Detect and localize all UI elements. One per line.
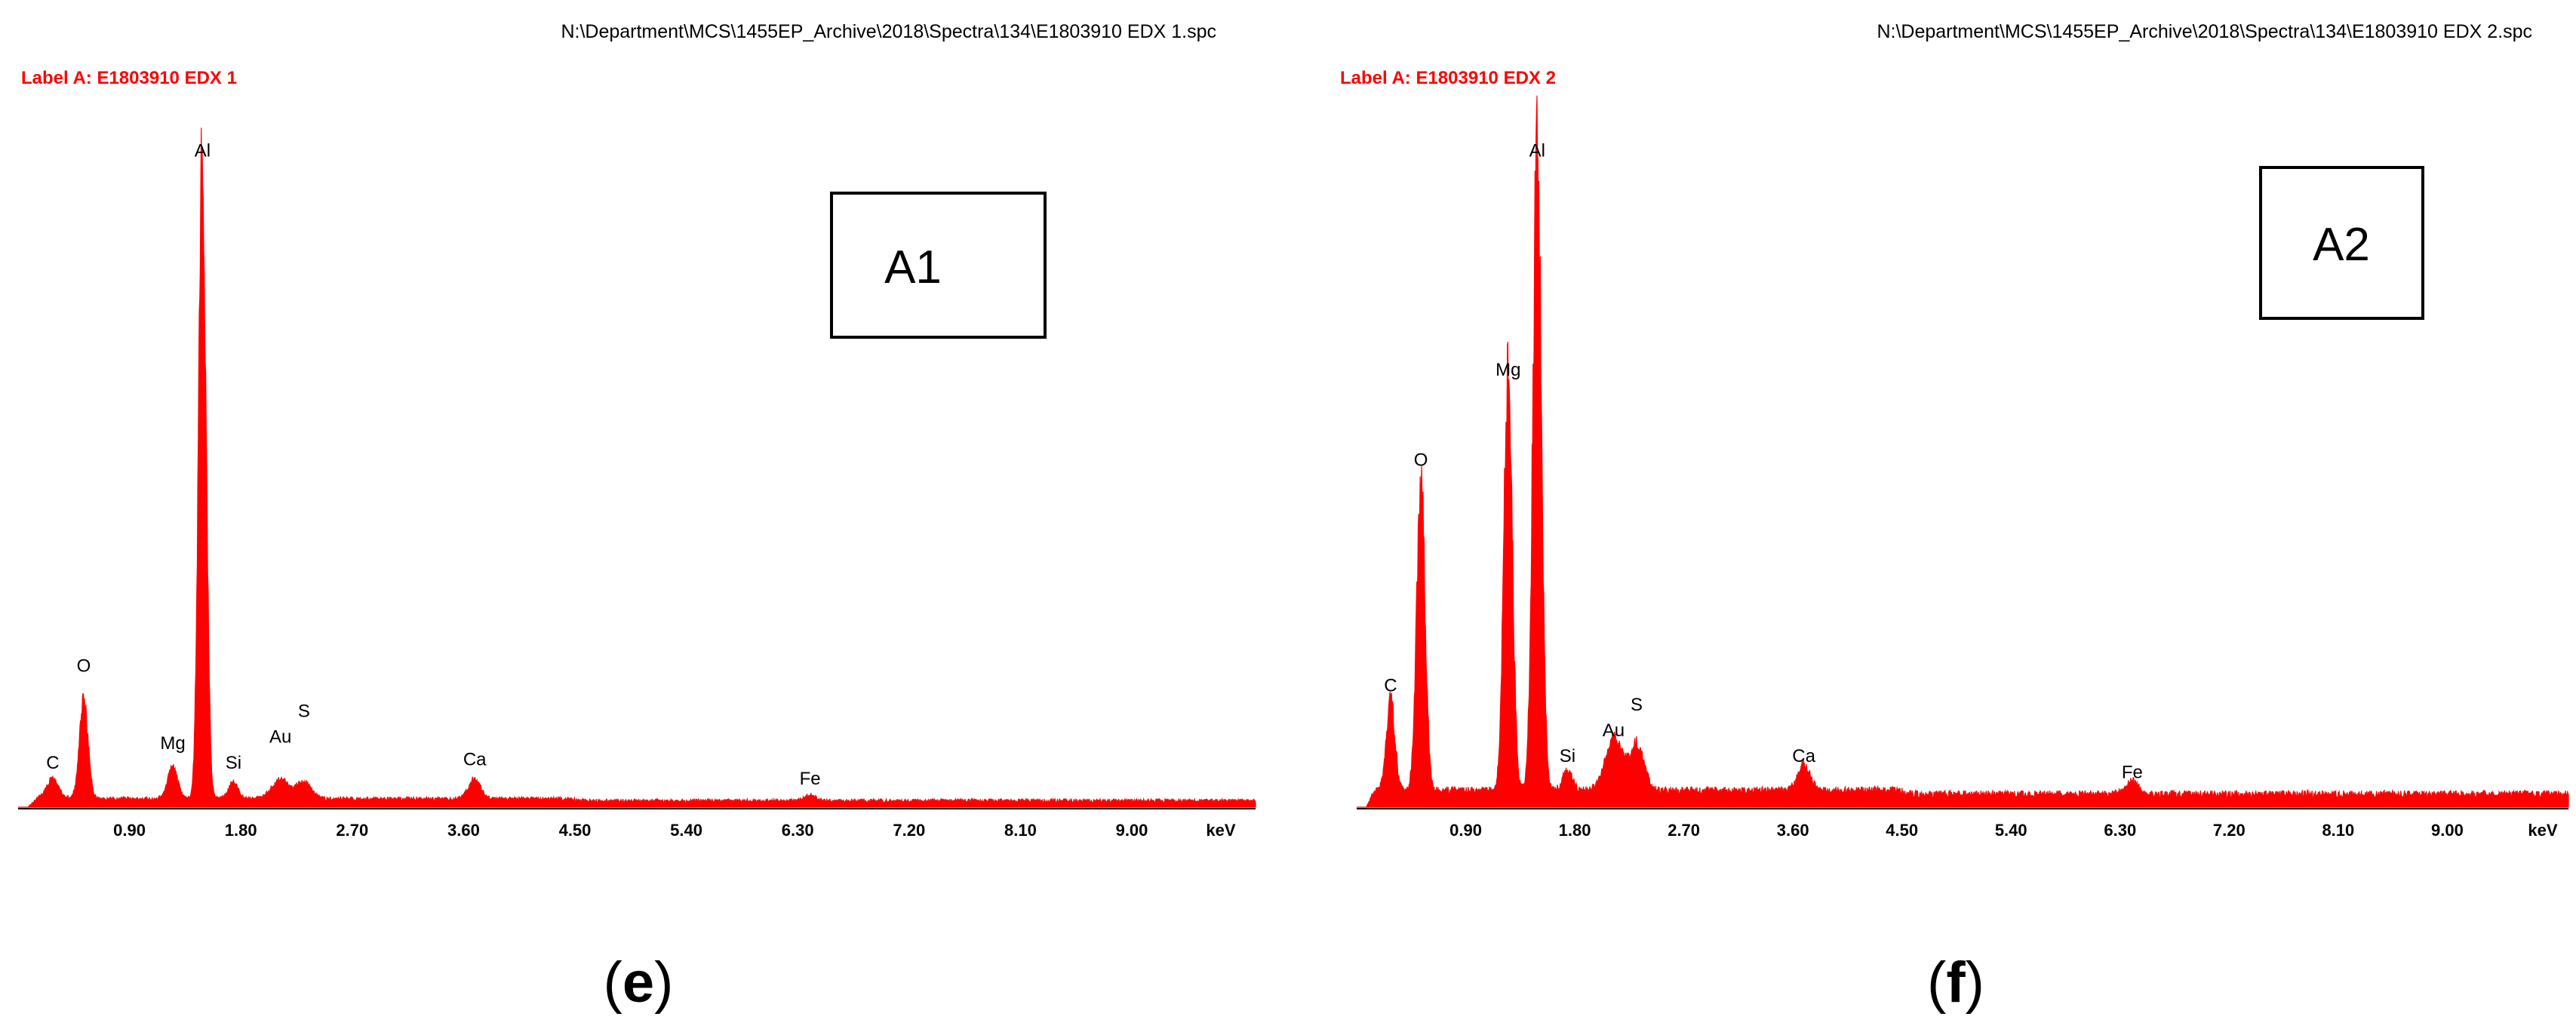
x-tick-label: 7.20 <box>893 821 925 840</box>
x-axis-unit-label: keV <box>1206 821 1235 840</box>
peak-label: C <box>46 753 59 773</box>
plot-area: 0.90 1.80 2.70 3.60 4.50 5.40 6.30 7.20 8.10 9.00… <box>18 127 1256 840</box>
peak-label: Mg <box>160 733 185 754</box>
peak-label: S <box>1631 695 1643 715</box>
peak-label: Au <box>1603 720 1625 741</box>
peak-label: Al <box>1529 140 1545 161</box>
annotation-box <box>2259 166 2424 320</box>
panel-caption-letter: e <box>622 951 654 1015</box>
x-axis-unit-label: keV <box>2528 821 2557 840</box>
x-tick-label: 8.10 <box>1004 821 1037 840</box>
x-tick-label: 5.40 <box>670 821 702 840</box>
panel-caption: (e) <box>604 951 674 1015</box>
annotation-box-label: A2 <box>2313 219 2370 271</box>
peak-label: Mg <box>1495 360 1520 380</box>
x-tick-label: 1.80 <box>225 821 257 840</box>
spectrum-panel-f: N:\Department\MCS\1455EP_Archive\2018\Sp… <box>1340 21 2569 1015</box>
peak-label: Ca <box>1792 746 1815 766</box>
x-tick-label: 7.20 <box>2213 821 2246 840</box>
peak-label: Si <box>226 753 241 773</box>
peak-label: Au <box>269 727 291 748</box>
x-tick-label: 9.00 <box>1116 821 1148 840</box>
spectrum-panel-e: N:\Department\MCS\1455EP_Archive\2018\Sp… <box>18 21 1256 1015</box>
x-tick-label: 2.70 <box>1668 821 1700 840</box>
x-tick-label: 4.50 <box>559 821 592 840</box>
peak-label: Si <box>1560 746 1575 766</box>
x-tick-label: 6.30 <box>2104 821 2136 840</box>
plot-area: 0.90 1.80 2.70 3.60 4.50 5.40 6.30 7.20 8.10 9.00… <box>1357 95 2569 840</box>
spectrum-label: Label A: E1803910 EDX 1 <box>21 68 237 88</box>
panel-caption: (f) <box>1927 951 1984 1015</box>
peak-label: S <box>298 701 310 721</box>
peak-label: O <box>77 656 91 677</box>
annotation-box-label: A1 <box>884 241 942 293</box>
x-tick-label: 0.90 <box>113 821 146 840</box>
peak-label: Al <box>195 140 211 161</box>
x-tick-label: 4.50 <box>1886 821 1918 840</box>
peak-label: Fe <box>2122 763 2143 783</box>
spectrum-series <box>18 127 1256 808</box>
x-tick-label: 9.00 <box>2431 821 2464 840</box>
peak-label: Fe <box>800 769 821 789</box>
x-tick-label: 8.10 <box>2322 821 2354 840</box>
peak-label: Ca <box>463 749 487 769</box>
spectrum-series <box>1357 95 2569 808</box>
spectrum-label: Label A: E1803910 EDX 2 <box>1340 68 1556 88</box>
file-path: N:\Department\MCS\1455EP_Archive\2018\Sp… <box>1877 21 2532 42</box>
peak-label: C <box>1384 675 1397 696</box>
x-tick-label: 5.40 <box>1995 821 2027 840</box>
peak-label: O <box>1414 450 1428 470</box>
x-tick-label: 3.60 <box>1777 821 1809 840</box>
panel-caption-letter: f <box>1946 951 1966 1015</box>
x-tick-label: 0.90 <box>1449 821 1482 840</box>
x-tick-label: 2.70 <box>336 821 368 840</box>
x-tick-label: 1.80 <box>1559 821 1591 840</box>
annotation-box <box>830 192 1047 339</box>
x-tick-label: 6.30 <box>782 821 814 840</box>
file-path: N:\Department\MCS\1455EP_Archive\2018\Sp… <box>561 21 1216 42</box>
x-tick-label: 3.60 <box>447 821 480 840</box>
